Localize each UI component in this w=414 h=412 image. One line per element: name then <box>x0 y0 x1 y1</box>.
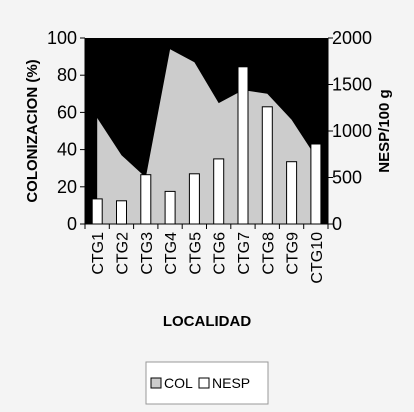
category-label-ctg3: CTG3 <box>139 232 156 275</box>
nesp-bar-ctg8 <box>261 106 273 225</box>
col-area <box>97 49 316 225</box>
right-tick-label: 500 <box>332 168 362 188</box>
category-label-ctg10: CTG10 <box>309 232 326 284</box>
right-tick-label: 2000 <box>332 28 372 48</box>
category-label-ctg1: CTG1 <box>90 232 107 275</box>
nesp-bar-ctg5 <box>188 173 200 225</box>
nesp-bar-ctg3 <box>140 174 152 225</box>
category-label-ctg2: CTG2 <box>114 232 131 275</box>
legend-label-col: COL <box>164 375 193 391</box>
legend: COL NESP <box>145 361 269 405</box>
left-tick-label: 100 <box>47 28 77 48</box>
col-area-layer <box>97 49 316 225</box>
right-tick-label: 1500 <box>332 75 372 95</box>
right-tick-label: 0 <box>332 214 342 234</box>
nesp-bar-ctg9 <box>286 161 298 225</box>
nesp-bar-ctg10 <box>310 143 322 225</box>
left-tick-label: 80 <box>57 65 77 85</box>
category-label-ctg4: CTG4 <box>163 232 180 275</box>
x-axis-title: LOCALIDAD <box>163 313 251 330</box>
category-label-ctg9: CTG9 <box>285 232 302 275</box>
category-label-ctg5: CTG5 <box>187 232 204 275</box>
nesp-bar-ctg2 <box>116 200 127 225</box>
category-label-ctg7: CTG7 <box>236 232 253 275</box>
category-label-ctg6: CTG6 <box>212 232 229 275</box>
axes-layer <box>80 37 333 229</box>
category-label-ctg8: CTG8 <box>260 232 277 275</box>
left-tick-label: 40 <box>57 140 77 160</box>
y2-axis-title: NESP/100 g <box>376 89 393 172</box>
left-tick-label: 20 <box>57 177 77 197</box>
nesp-bar-ctg6 <box>213 158 225 225</box>
nesp-bar-ctg7 <box>237 66 249 225</box>
y-axis-title: COLONIZACION (%) <box>24 59 41 202</box>
legend-label-nesp: NESP <box>212 375 250 391</box>
left-tick-label: 60 <box>57 102 77 122</box>
legend-swatch-col <box>150 377 162 389</box>
legend-swatch-nesp <box>198 377 210 389</box>
nesp-bar-ctg1 <box>91 198 103 225</box>
left-tick-label: 0 <box>67 214 77 234</box>
nesp-bar-ctg4 <box>164 190 176 225</box>
right-tick-label: 1000 <box>332 121 372 141</box>
